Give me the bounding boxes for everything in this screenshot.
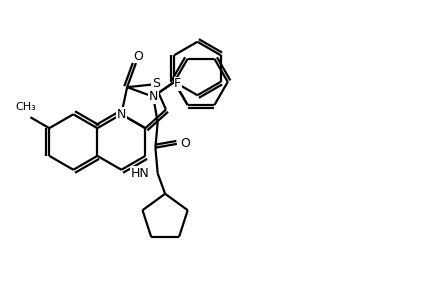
Text: N: N [116,108,126,121]
Text: CH₃: CH₃ [15,102,36,112]
Text: O: O [133,50,143,63]
Text: HN: HN [131,167,150,180]
Text: F: F [174,77,181,90]
Text: S: S [151,77,160,90]
Text: O: O [180,137,190,151]
Text: N: N [149,90,158,103]
